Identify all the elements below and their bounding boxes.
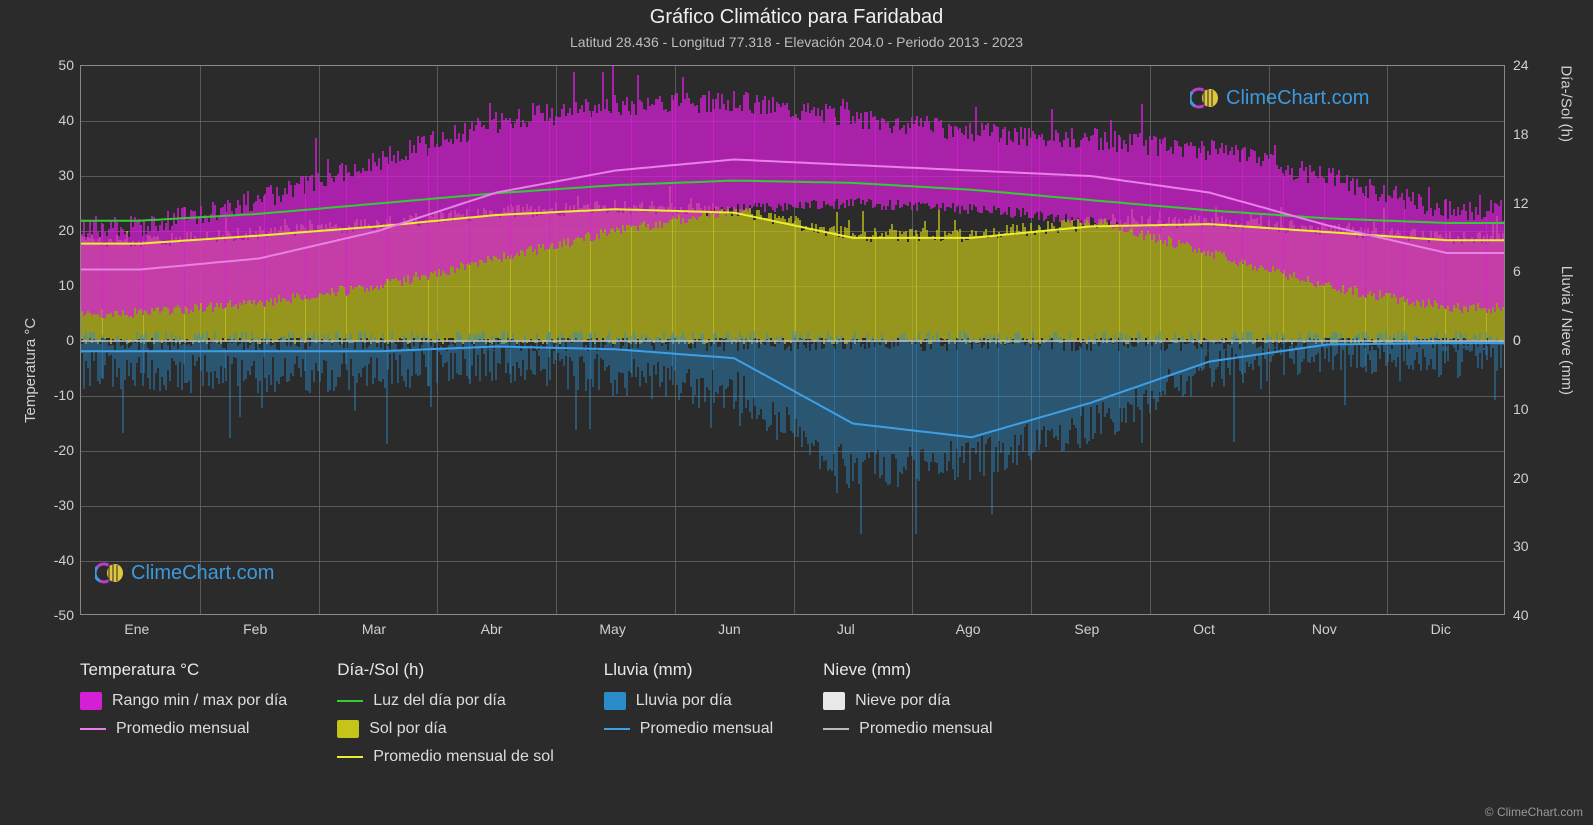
- chart-title: Gráfico Climático para Faridabad: [0, 6, 1593, 29]
- legend-group: Temperatura °C Rango min / max por día Pro…: [80, 660, 287, 766]
- legend-label: Promedio mensual de sol: [373, 748, 554, 766]
- x-tick: Sep: [1074, 621, 1099, 637]
- legend-item: Promedio mensual: [604, 720, 773, 738]
- x-tick: Nov: [1312, 621, 1337, 637]
- legend-label: Promedio mensual: [640, 720, 773, 738]
- copyright-text: © ClimeChart.com: [1485, 805, 1583, 819]
- legend-group: Lluvia (mm) Lluvia por día Promedio mensua…: [604, 660, 773, 766]
- legend-header: Día-/Sol (h): [337, 660, 554, 680]
- y-right-bottom-tick: 30: [1513, 538, 1529, 554]
- legend-label: Rango min / max por día: [112, 692, 287, 710]
- legend-line-icon: [823, 728, 849, 730]
- y-left-tick: 40: [58, 112, 74, 128]
- y-left-tick: 10: [58, 277, 74, 293]
- watermark: ClimeChart.com: [1190, 85, 1369, 111]
- legend-group: Día-/Sol (h) Luz del día por día Sol por d…: [337, 660, 554, 766]
- x-tick: Mar: [362, 621, 386, 637]
- y-right-bottom-tick: 10: [1513, 401, 1529, 417]
- y-left-tick: -10: [54, 387, 74, 403]
- y-left-tick: 20: [58, 222, 74, 238]
- y-right-bottom-tick: 0: [1513, 332, 1521, 348]
- legend-line-icon: [80, 728, 106, 730]
- legend-label: Promedio mensual: [859, 720, 992, 738]
- legend-header: Temperatura °C: [80, 660, 287, 680]
- legend-group: Nieve (mm) Nieve por día Promedio mensual: [823, 660, 992, 766]
- y-axis-right-bottom-title: Lluvia / Nieve (mm): [1558, 266, 1575, 395]
- legend-item: Nieve por día: [823, 692, 992, 710]
- brand-text: ClimeChart.com: [131, 562, 274, 585]
- brand-text: ClimeChart.com: [1226, 87, 1369, 110]
- legend: Temperatura °C Rango min / max por día Pro…: [80, 660, 993, 766]
- legend-label: Luz del día por día: [373, 692, 506, 710]
- legend-label: Nieve por día: [855, 692, 950, 710]
- legend-item: Lluvia por día: [604, 692, 773, 710]
- legend-swatch-icon: [80, 692, 102, 710]
- legend-item: Luz del día por día: [337, 692, 554, 710]
- y-left-tick: -50: [54, 607, 74, 623]
- y-right-top-tick: 24: [1513, 57, 1529, 73]
- legend-item: Promedio mensual de sol: [337, 748, 554, 766]
- legend-swatch-icon: [604, 692, 626, 710]
- x-tick: Ago: [956, 621, 981, 637]
- x-tick: Oct: [1193, 621, 1215, 637]
- x-tick: Ene: [124, 621, 149, 637]
- x-tick: Jun: [718, 621, 741, 637]
- legend-label: Promedio mensual: [116, 720, 249, 738]
- y-right-top-tick: 18: [1513, 126, 1529, 142]
- legend-line-icon: [337, 756, 363, 758]
- climate-chart: Gráfico Climático para Faridabad Latitud…: [0, 0, 1593, 825]
- y-right-top-tick: 12: [1513, 195, 1529, 211]
- y-left-tick: 50: [58, 57, 74, 73]
- x-tick: Dic: [1431, 621, 1451, 637]
- legend-label: Lluvia por día: [636, 692, 732, 710]
- legend-header: Nieve (mm): [823, 660, 992, 680]
- watermark: ClimeChart.com: [95, 560, 274, 586]
- y-right-top-tick: 6: [1513, 263, 1521, 279]
- plot-area: [80, 65, 1505, 615]
- y-left-tick: -20: [54, 442, 74, 458]
- legend-swatch-icon: [823, 692, 845, 710]
- x-tick: May: [599, 621, 625, 637]
- legend-header: Lluvia (mm): [604, 660, 773, 680]
- y-right-bottom-tick: 20: [1513, 470, 1529, 486]
- legend-line-icon: [337, 700, 363, 702]
- x-tick: Jul: [837, 621, 855, 637]
- y-axis-right-top-title: Día-/Sol (h): [1558, 65, 1575, 142]
- y-left-tick: 0: [66, 332, 74, 348]
- x-tick: Abr: [481, 621, 503, 637]
- y-left-tick: -30: [54, 497, 74, 513]
- legend-item: Promedio mensual: [80, 720, 287, 738]
- chart-subtitle: Latitud 28.436 - Longitud 77.318 - Eleva…: [0, 34, 1593, 50]
- legend-item: Sol por día: [337, 720, 554, 738]
- y-left-tick: 30: [58, 167, 74, 183]
- y-left-tick: -40: [54, 552, 74, 568]
- legend-line-icon: [604, 728, 630, 730]
- y-right-bottom-tick: 40: [1513, 607, 1529, 623]
- legend-item: Promedio mensual: [823, 720, 992, 738]
- y-axis-left-title: Temperatura °C: [22, 317, 39, 422]
- legend-swatch-icon: [337, 720, 359, 738]
- x-tick: Feb: [243, 621, 267, 637]
- legend-label: Sol por día: [369, 720, 446, 738]
- legend-item: Rango min / max por día: [80, 692, 287, 710]
